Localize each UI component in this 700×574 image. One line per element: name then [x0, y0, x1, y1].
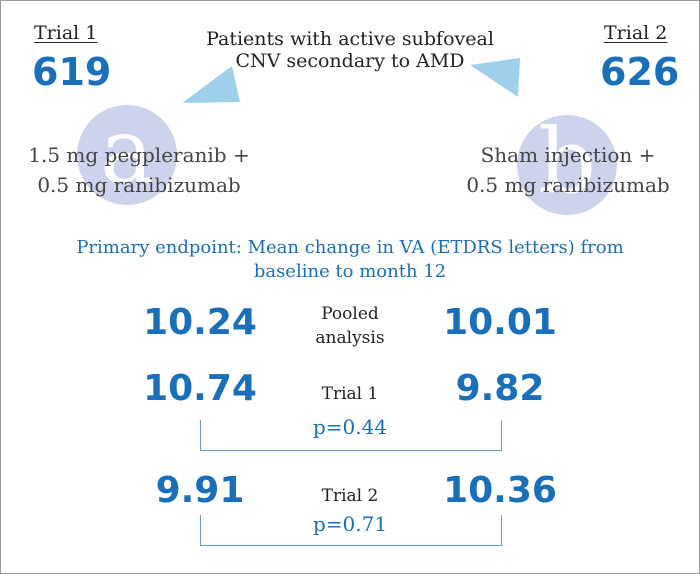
pooled-label-line1: Pooled: [321, 304, 379, 324]
arm-b-letter: b: [538, 108, 596, 214]
trial2-p-value: p=0.71: [312, 512, 388, 536]
arm-left-description: 1.5 mg pegpleranib + 0.5 mg ranibizumab: [10, 140, 268, 200]
population-line2: CNV secondary to AMD: [235, 50, 465, 72]
population-text: Patients with active subfoveal CNV secon…: [180, 28, 520, 72]
arm-right-description: Sham injection + 0.5 mg ranibizumab: [448, 140, 688, 200]
arm-left-line2: 0.5 mg ranibizumab: [37, 173, 241, 197]
pooled-left-value: 10.24: [143, 302, 257, 343]
trial2-left-value: 9.91: [155, 470, 245, 511]
left-arrow-triangle: [182, 66, 240, 103]
arm-left-line1: 1.5 mg pegpleranib +: [28, 143, 250, 167]
arm-a-circle: a: [77, 99, 177, 205]
pooled-label-line2: analysis: [315, 328, 385, 348]
right-arrow-triangle: [470, 58, 520, 97]
trial2-right-value: 10.36: [443, 470, 557, 511]
trial2-row-label: Trial 2: [321, 486, 379, 506]
arm-right-line1: Sham injection +: [480, 143, 656, 167]
trial2-bracket: [200, 515, 502, 546]
trial1-bracket: [200, 420, 502, 451]
trial1-row-label: Trial 1: [321, 384, 379, 404]
arm-a-letter: a: [100, 98, 154, 204]
primary-endpoint: Primary endpoint: Mean change in VA (ETD…: [60, 236, 640, 284]
arm-b-circle: b: [517, 109, 617, 215]
arm-right-line2: 0.5 mg ranibizumab: [466, 173, 670, 197]
trial2-count: 626: [600, 50, 680, 94]
trial1-right-value: 9.82: [455, 368, 545, 409]
trial1-left-value: 10.74: [143, 368, 257, 409]
trial1-p-value: p=0.44: [312, 415, 388, 439]
trial1-label: Trial 1: [34, 22, 98, 44]
pooled-right-value: 10.01: [443, 302, 557, 343]
trial2-label: Trial 2: [604, 22, 668, 44]
trial1-count: 619: [32, 50, 112, 94]
pooled-label: Pooled analysis: [280, 302, 420, 350]
population-line1: Patients with active subfoveal: [206, 28, 494, 50]
endpoint-line2: baseline to month 12: [253, 261, 447, 282]
endpoint-line1: Primary endpoint: Mean change in VA (ETD…: [76, 237, 624, 258]
